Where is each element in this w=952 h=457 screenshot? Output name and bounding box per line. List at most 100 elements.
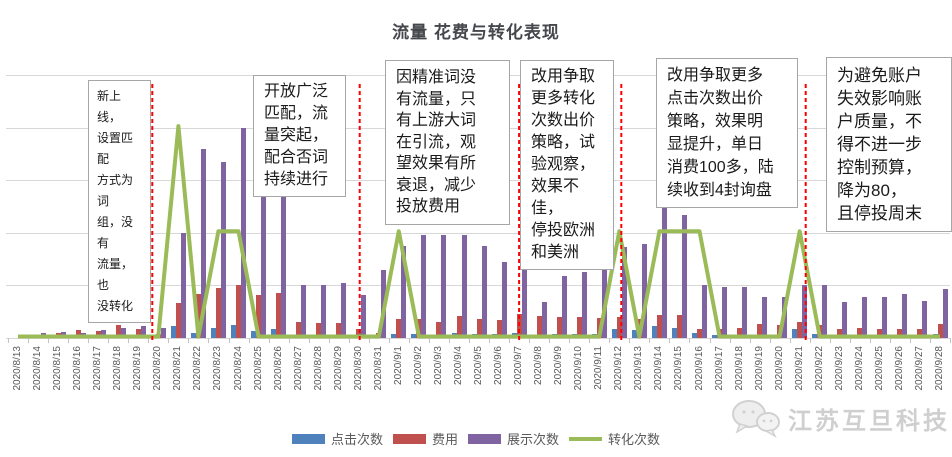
x-axis-label: 2020/9/10: [573, 346, 585, 391]
x-axis-label: 2020/9/6: [493, 346, 504, 385]
x-axis-tick: [368, 338, 370, 343]
bar-impressions: [281, 190, 287, 338]
x-axis-label: 2020/8/13: [12, 346, 23, 391]
x-axis-tick: [629, 338, 631, 343]
x-axis-tick: [569, 338, 571, 343]
x-axis-label: 2020/8/26: [272, 346, 284, 391]
x-axis-label: 2020/9/15: [673, 346, 685, 391]
x-axis-label: 2020/9/9: [553, 346, 565, 385]
x-axis-tick: [108, 338, 110, 343]
bar-impressions: [942, 289, 948, 338]
bar-impressions: [882, 297, 888, 338]
bar-impressions: [902, 294, 908, 338]
x-axis-tick: [388, 338, 390, 343]
x-axis-label: 2020/9/2: [412, 346, 424, 385]
x-axis-tick: [789, 338, 791, 343]
x-axis-label: 2020/8/22: [192, 346, 204, 391]
bar-impressions: [762, 297, 768, 338]
x-axis-label: 2020/9/23: [833, 346, 845, 391]
x-axis-label: 2020/9/16: [693, 346, 705, 391]
bar-impressions: [742, 287, 748, 338]
x-axis-label: 2020/9/27: [913, 346, 925, 391]
bar-impressions: [681, 214, 687, 338]
bar-impressions: [60, 331, 66, 338]
legend-label-cost: 费用: [431, 432, 458, 447]
x-axis-tick: [809, 338, 811, 343]
x-axis-label: 2020/9/20: [773, 346, 785, 391]
x-axis-tick: [769, 338, 771, 343]
x-axis-label: 2020/8/30: [352, 346, 364, 391]
x-axis-label: 2020/8/29: [332, 346, 344, 391]
chart-title: 流量 花费与转化表现: [392, 23, 560, 42]
bar-impressions: [782, 297, 788, 338]
bar-impressions: [862, 297, 868, 338]
x-axis-tick: [609, 338, 611, 343]
x-axis-tick: [188, 338, 190, 343]
x-axis-label: 2020/9/8: [533, 346, 545, 385]
x-axis-tick: [308, 338, 310, 343]
x-axis-tick: [448, 338, 450, 343]
x-axis-tick: [248, 338, 250, 343]
x-axis-tick: [589, 338, 591, 343]
x-axis-label: 2020/8/27: [292, 346, 304, 391]
x-axis-label: 2020/8/18: [112, 346, 124, 391]
bar-impressions: [561, 275, 567, 338]
annotation-box-1: 新上线， 设置匹配 方式为词 组，没有 流量，也 没转化: [88, 80, 151, 323]
x-axis-tick: [729, 338, 731, 343]
legend: 点击次数 费用 展示次数 转化次数: [0, 429, 952, 448]
annotation-box-6: 为避免账户 失效影响账 户质量，不 得不进一步 控制预算， 降为80， 且停投周…: [826, 57, 952, 232]
x-axis-label: 2020/8/24: [232, 346, 244, 391]
bar-impressions: [381, 269, 387, 338]
x-axis-tick: [328, 338, 330, 343]
x-axis-tick: [28, 338, 29, 343]
bar-impressions: [80, 332, 86, 338]
x-axis-label: 2020/9/5: [473, 346, 484, 385]
bar-impressions: [441, 235, 447, 338]
bar-impressions: [541, 301, 547, 338]
x-axis-tick: [8, 338, 9, 343]
x-axis-tick: [228, 338, 230, 343]
bar-impressions: [621, 246, 627, 338]
legend-label-conversions: 转化次数: [608, 432, 661, 447]
x-axis-label: 2020/8/21: [172, 346, 184, 391]
x-axis-tick: [348, 338, 350, 343]
bar-impressions: [722, 287, 727, 338]
x-axis-label: 2020/8/28: [312, 346, 324, 391]
x-axis-tick: [849, 338, 851, 343]
x-axis-label: 2020/9/1: [392, 346, 404, 385]
x-axis-label: 2020/8/23: [212, 346, 224, 391]
bar-impressions: [40, 332, 46, 338]
bar-impressions: [361, 294, 367, 338]
bar-impressions: [100, 330, 106, 338]
annotation-box-5: 改用争取更多 点击次数出价 策略，效果明 显提升，单日 消费100多，陆 续收到…: [656, 58, 798, 208]
annotation-box-2: 开放广泛 匹配，流 量突起， 配合否词 持续进行: [253, 75, 346, 197]
bar-cost: [937, 323, 943, 338]
bar-impressions: [200, 148, 206, 338]
x-axis-tick: [408, 338, 410, 343]
legend-label-clicks: 点击次数: [330, 432, 383, 447]
x-axis-tick: [549, 338, 551, 343]
x-axis-tick: [489, 338, 490, 343]
x-axis-label: 2020/9/25: [873, 346, 885, 391]
gridline: [6, 338, 950, 339]
x-axis-tick: [148, 338, 150, 343]
x-axis-label: 2020/9/26: [893, 346, 905, 391]
x-axis-tick: [869, 338, 871, 343]
x-axis-label: 2020/9/24: [853, 346, 865, 391]
x-axis-label: 2020/9/13: [633, 346, 645, 391]
bar-impressions: [241, 127, 246, 338]
x-axis-label: 2020/8/31: [372, 346, 384, 391]
bar-impressions: [120, 328, 126, 338]
bar-impressions: [341, 282, 347, 338]
bar-impressions: [160, 327, 166, 338]
x-axis-label: 2020/9/17: [713, 346, 725, 391]
x-axis-tick: [649, 338, 651, 343]
x-axis-tick: [950, 338, 951, 343]
x-axis-label: 2020/9/4: [453, 346, 464, 385]
x-axis-tick: [889, 338, 891, 343]
x-axis-tick: [48, 338, 50, 343]
x-axis-label: 2020/8/20: [152, 346, 164, 391]
bar-impressions: [140, 325, 146, 338]
x-axis-tick: [669, 338, 671, 343]
x-axis-label: 2020/8/17: [92, 346, 104, 391]
